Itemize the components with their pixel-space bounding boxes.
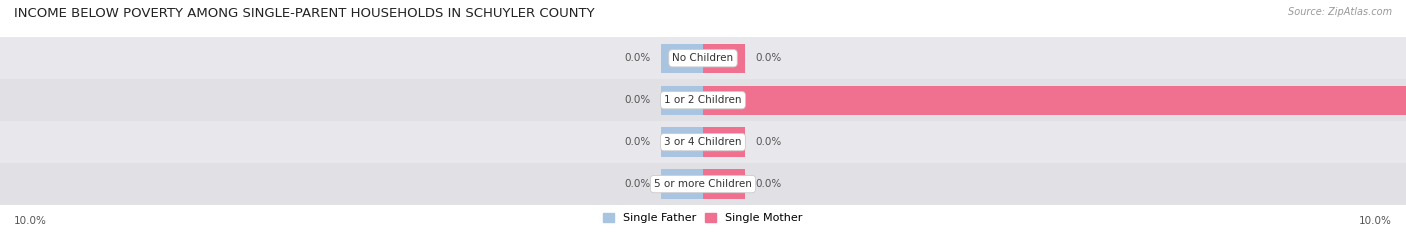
Bar [661,169,703,199]
Bar [0,79,1406,121]
Bar [703,127,745,157]
Bar [661,127,703,157]
Text: INCOME BELOW POVERTY AMONG SINGLE-PARENT HOUSEHOLDS IN SCHUYLER COUNTY: INCOME BELOW POVERTY AMONG SINGLE-PARENT… [14,7,595,20]
Bar [0,163,1406,205]
Text: 0.0%: 0.0% [624,53,650,63]
Bar [703,169,745,199]
Text: 10.0%: 10.0% [1360,216,1392,226]
Bar [703,44,745,73]
Bar [0,37,1406,79]
Bar [0,121,1406,163]
Bar [703,86,1406,115]
Text: 1 or 2 Children: 1 or 2 Children [664,95,742,105]
Text: 0.0%: 0.0% [624,179,650,189]
Text: 0.0%: 0.0% [624,137,650,147]
Text: 0.0%: 0.0% [756,179,782,189]
Bar [661,44,703,73]
Text: 5 or more Children: 5 or more Children [654,179,752,189]
Text: 0.0%: 0.0% [756,137,782,147]
Text: No Children: No Children [672,53,734,63]
Bar [661,86,703,115]
Legend: Single Father, Single Mother: Single Father, Single Mother [599,208,807,227]
Text: 0.0%: 0.0% [624,95,650,105]
Text: 3 or 4 Children: 3 or 4 Children [664,137,742,147]
Text: 0.0%: 0.0% [756,53,782,63]
Text: 10.0%: 10.0% [14,216,46,226]
Text: Source: ZipAtlas.com: Source: ZipAtlas.com [1288,7,1392,17]
